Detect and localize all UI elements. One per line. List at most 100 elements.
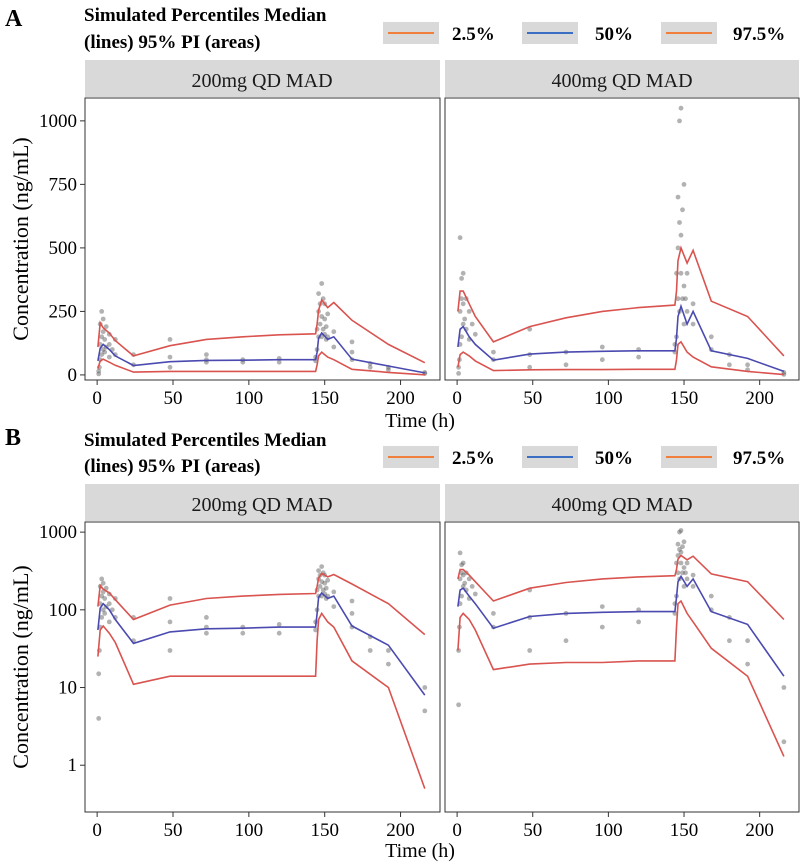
x-tick-label: 50 — [163, 388, 182, 409]
observation-point — [167, 619, 173, 625]
legend-label-2.5-a: 2.5% — [452, 24, 495, 45]
observation-point — [460, 270, 466, 276]
strip-200mg-b — [85, 484, 440, 521]
observation-point — [599, 624, 605, 630]
observation-point — [322, 316, 328, 322]
observation-point — [317, 584, 323, 589]
series-line-2.5% — [457, 340, 784, 376]
y-tick-label: 1 — [68, 755, 78, 776]
legend-item-50-b: 50% — [522, 446, 633, 469]
y-tick-label: 250 — [49, 301, 78, 322]
observation-point — [316, 291, 321, 296]
observation-point — [167, 648, 173, 653]
observation-point — [745, 362, 750, 368]
observation-point — [469, 321, 475, 327]
observation-point — [491, 611, 496, 616]
legend-title-line2-a: (lines) 95% PI (areas) — [84, 32, 260, 53]
observation-point — [457, 550, 463, 556]
observation-point — [204, 352, 209, 357]
legend-item-50-a: 50% — [522, 22, 633, 45]
plot-frame-200mg-a — [84, 97, 441, 381]
x-tick-label: 150 — [670, 388, 699, 409]
x-axis-label-b: Time (h) — [385, 840, 455, 862]
series-line-2.5% — [97, 611, 426, 789]
legend-label-2.5-b: 2.5% — [452, 448, 495, 469]
strip-label-400mg-a: 400mg QD MAD — [551, 70, 692, 92]
x-tick-label: 200 — [745, 820, 774, 841]
observation-point — [96, 368, 102, 374]
observation-point — [469, 584, 475, 589]
panel-b: B Simulated Percentiles Median (lines) 9… — [5, 425, 800, 862]
plot-frame-400mg-b — [444, 521, 800, 813]
observation-point — [319, 281, 325, 286]
observation-point — [386, 648, 391, 653]
legend-title-line1-a: Simulated Percentiles Median — [84, 5, 327, 26]
observation-point — [319, 564, 325, 569]
plot-area-200mg-a — [96, 281, 428, 377]
observation-point — [681, 584, 687, 589]
observation-point — [678, 270, 684, 276]
x-tick-label: 150 — [310, 820, 339, 841]
observation-point — [462, 580, 468, 586]
y-tick-label: 0 — [68, 365, 78, 386]
observation-point — [690, 301, 696, 307]
x-axis-400mg-b: 0 50 100 150 200 — [452, 812, 774, 841]
observation-point — [96, 716, 102, 721]
observation-point — [599, 357, 605, 363]
observation-point — [99, 576, 105, 582]
observation-point — [367, 364, 373, 370]
observation-point — [317, 321, 323, 327]
observation-point — [349, 611, 355, 616]
observation-point — [331, 589, 337, 595]
observation-point — [349, 598, 355, 604]
x-tick-label: 0 — [92, 820, 102, 841]
observation-point — [276, 630, 282, 636]
observation-point — [675, 570, 681, 576]
x-axis-label-a: Time (h) — [385, 410, 455, 432]
observation-point — [781, 685, 787, 690]
observation-point — [325, 577, 331, 583]
observation-point — [708, 593, 714, 599]
observation-point — [781, 739, 787, 745]
observation-point — [100, 316, 106, 322]
observation-point — [460, 584, 466, 589]
x-tick-label: 0 — [452, 820, 462, 841]
observation-point — [167, 337, 173, 342]
observation-point — [745, 661, 750, 667]
observation-point — [102, 337, 108, 342]
observation-point — [276, 359, 282, 365]
legend-title-line1-b: Simulated Percentiles Median — [84, 430, 327, 451]
observation-point — [563, 362, 569, 368]
x-tick-label: 150 — [670, 820, 699, 841]
observation-point — [678, 560, 684, 566]
observation-point — [681, 283, 687, 289]
series-line-97.5% — [97, 572, 426, 636]
x-tick-label: 200 — [386, 820, 415, 841]
observation-point — [103, 324, 109, 329]
observation-point — [462, 316, 468, 322]
observation-point — [325, 311, 331, 317]
strip-200mg-a — [85, 60, 440, 97]
legend-item-97.5-a: 97.5% — [661, 22, 785, 45]
observation-point — [204, 630, 209, 636]
observation-point — [466, 576, 472, 582]
series-line-97.5% — [457, 245, 785, 357]
observation-point — [96, 371, 102, 377]
y-tick-label: 1000 — [39, 522, 77, 543]
observation-point — [102, 596, 108, 601]
observation-point — [680, 207, 685, 213]
legend-label-97.5-b: 97.5% — [733, 448, 785, 469]
observation-point — [472, 331, 478, 337]
observation-point — [323, 324, 329, 329]
observation-point — [331, 344, 337, 350]
y-axis-b: 1 10 100 1000 — [39, 522, 85, 776]
plot-area-200mg-b — [96, 564, 428, 789]
observation-point — [683, 296, 688, 302]
observation-point — [460, 301, 466, 307]
observation-point — [727, 638, 732, 644]
strip-label-200mg-a: 200mg QD MAD — [191, 70, 332, 92]
observation-point — [472, 591, 478, 597]
observation-point — [460, 560, 466, 566]
observation-point — [99, 593, 105, 599]
observation-point — [678, 232, 684, 238]
